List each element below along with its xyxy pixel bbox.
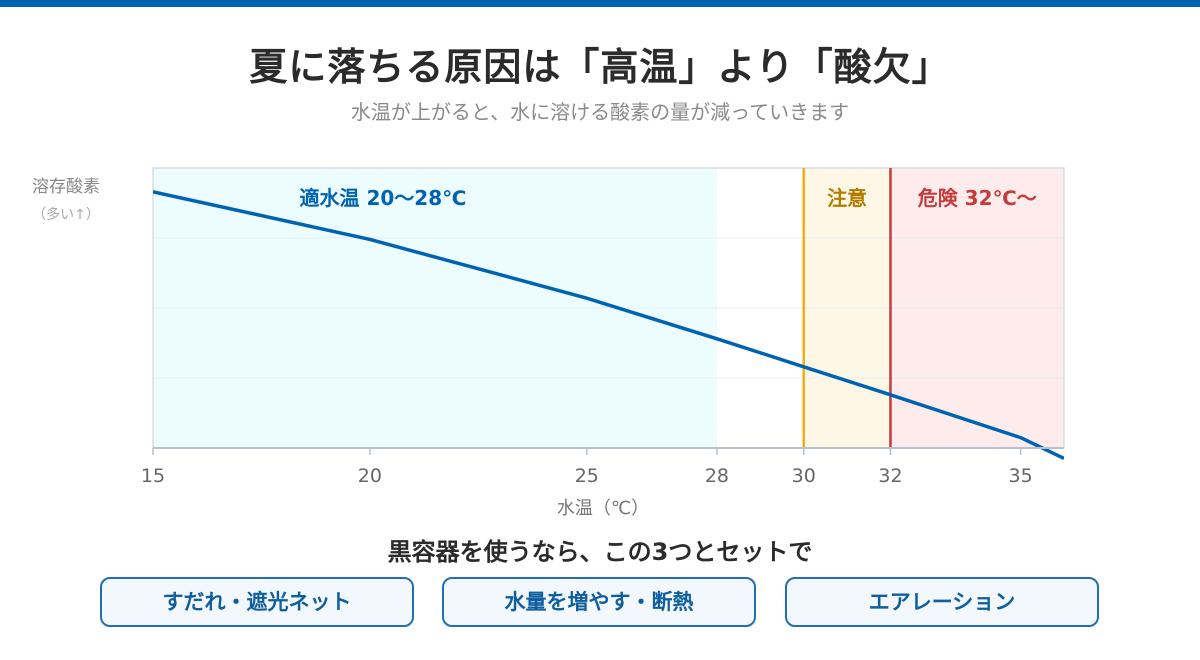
page-title: 夏に落ちる原因は「高温」より「酸欠」	[249, 45, 951, 89]
x-axis-label: 水温（℃）	[557, 498, 649, 519]
x-tick-label: 28	[705, 465, 729, 487]
shade-net-button[interactable]: すだれ・遮光ネット	[100, 577, 414, 627]
page-subtitle: 水温が上がると、水に溶ける酸素の量が減っていきます	[350, 100, 850, 124]
x-tick-label: 30	[792, 465, 816, 487]
x-tick-label: 32	[878, 465, 902, 487]
cta-text: 黒容器を使うなら、この3つとセットで	[387, 538, 813, 566]
oxygen-temperature-chart: 適水温 20〜28℃ 注意 危険 32℃〜 15 20 25 28 30 32 35 水温（℃） 溶存…	[32, 167, 1065, 519]
x-tick-label: 20	[358, 465, 382, 487]
x-tick-label: 35	[1009, 465, 1033, 487]
top-accent-bar	[0, 0, 1200, 7]
aeration-button[interactable]: エアレーション	[785, 577, 1099, 627]
y-axis-label: 溶存酸素	[32, 177, 100, 197]
x-tick-label: 15	[141, 465, 165, 487]
x-tick-label: 25	[575, 465, 599, 487]
dissolved-oxygen-line	[153, 190, 1064, 460]
zone-label-optimal: 適水温 20〜28℃	[299, 186, 466, 210]
water-volume-insulation-button[interactable]: 水量を増やす・断熱	[442, 577, 756, 627]
y-axis-sublabel: （多い↑）	[32, 206, 100, 223]
zone-label-caution: 注意	[827, 186, 867, 210]
zone-label-danger: 危険 32℃〜	[918, 186, 1037, 210]
